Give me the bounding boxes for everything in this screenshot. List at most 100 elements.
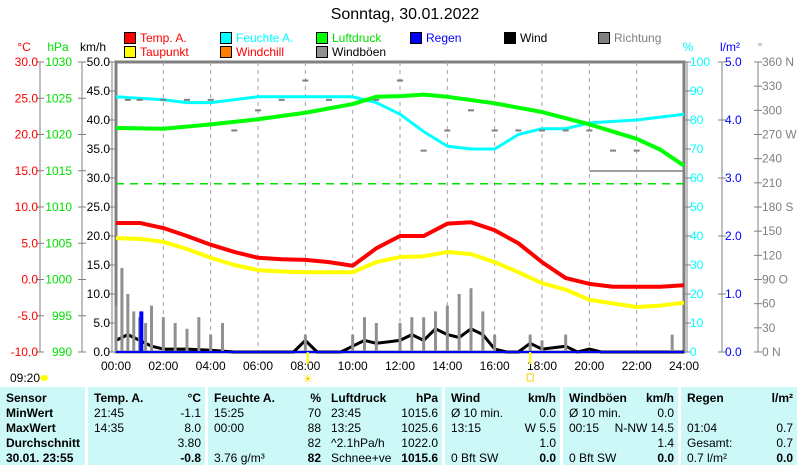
direction-tick-label: 210 (762, 176, 782, 190)
richtung-point (562, 129, 569, 132)
cell-value: 1025.6 (401, 421, 438, 435)
table-cell: 3.80 (94, 436, 201, 451)
direction-axis-unit: ° (758, 40, 763, 54)
feuchte-a--line (115, 95, 685, 151)
windb-en-bar (481, 311, 485, 352)
table-cell: Ø 10 min. 0.0 (451, 406, 556, 421)
legend-swatch-icon (220, 32, 232, 44)
cell-value: -1.1 (180, 406, 201, 420)
cell-label: 0 Bft SW (451, 451, 499, 465)
legend-label: Richtung (614, 31, 662, 45)
cell-value: 0.7 (776, 436, 793, 450)
table-cell: 21:45 -1.1 (94, 406, 201, 421)
cell-label: ^2.1hPa/h (331, 436, 385, 450)
richtung-point (491, 129, 498, 132)
sun-icon: ☀ (302, 372, 313, 386)
table-cell: Windböen km/h (569, 391, 674, 406)
pressure-tick-label: 1025 (45, 91, 72, 105)
legend-item: Wind (504, 31, 547, 45)
wind-tick-label: 30.0 (87, 171, 111, 185)
windb-en-bar (173, 323, 177, 352)
time-tick-label: 14:00 (432, 359, 462, 373)
cell-label: Schnee+ve (331, 451, 392, 465)
wind-tick-label: 40.0 (87, 113, 111, 127)
temp-tick-label: 15.0 (15, 164, 39, 178)
direction-tick-label: 0 N (762, 345, 781, 359)
table-cell (687, 406, 793, 421)
windb-en-bar (126, 294, 130, 352)
cell-label: Temp. A. (94, 391, 144, 405)
richtung-point (207, 98, 214, 101)
table-cell: 82 (214, 436, 321, 451)
page-title: Sonntag, 30.01.2022 (330, 6, 480, 23)
humidity-tick-label: 20 (690, 287, 704, 301)
cell-value: 0.7 (776, 421, 793, 435)
wind-tick-label: 50.0 (87, 55, 111, 69)
table-cell: 00:15 N-NW 14.5 (569, 421, 674, 436)
legend-swatch-icon (124, 32, 136, 44)
legend-item: Windböen (316, 45, 386, 59)
legend-swatch-icon (124, 46, 136, 58)
windb-en-bar (564, 334, 568, 352)
cell-label: Wind (451, 391, 481, 405)
pressure-tick-label: 1000 (45, 273, 72, 287)
rain-tick-label: 3.0 (725, 171, 742, 185)
windb-en-bar (197, 317, 201, 352)
wind-tick-label: 35.0 (87, 142, 111, 156)
richtung-point (124, 98, 131, 101)
time-tick-label: 06:00 (243, 359, 273, 373)
cell-label: 23:45 (331, 406, 362, 420)
cell-value: km/h (527, 391, 556, 405)
table-cell: 23:45 1015.6 (331, 406, 438, 421)
time-tick-label: 12:00 (385, 359, 415, 373)
legend-item: Taupunkt (124, 45, 189, 59)
table-cell: -0.8 (94, 451, 201, 465)
richtung-point (539, 129, 545, 132)
cell-value: % (310, 391, 321, 405)
cell-label: 13:25 (331, 421, 362, 435)
legend-label: Temp. A. (140, 31, 187, 45)
humidity-tick-label: 0 (690, 345, 697, 359)
table-cell: Sensor (6, 391, 81, 406)
temp-tick-label: -5.0 (17, 309, 38, 323)
cell-value: 88 (307, 421, 321, 435)
humidity-tick-label: 90 (690, 84, 704, 98)
richtung-point (231, 129, 238, 132)
cell-label: MinWert (6, 406, 54, 420)
richtung-point (515, 129, 522, 132)
cell-value: 0.0 (657, 451, 674, 465)
cell-value: 1015.6 (401, 451, 438, 465)
richtung-point (420, 149, 427, 152)
legend-swatch-icon (316, 46, 328, 58)
direction-tick-label: 90 O (762, 273, 788, 287)
legend-label: Regen (426, 31, 462, 45)
cell-value: l/m² (771, 391, 793, 405)
cell-label: 0 Bft SW (569, 451, 617, 465)
cell-label: 14:35 (94, 421, 125, 435)
richtung-point (278, 98, 285, 101)
table-cell: ^2.1hPa/h 1022.0 (331, 436, 438, 451)
cell-value: 0.0 (776, 451, 793, 465)
wind-tick-label: 0.0 (93, 345, 110, 359)
wind-tick-label: 5.0 (93, 316, 110, 330)
windb-en-bar (410, 317, 414, 352)
time-tick-label: 16:00 (480, 359, 510, 373)
taupunkt-line (115, 236, 685, 310)
cell-label: Ø 10 min. (451, 406, 504, 420)
wind-tick-label: 45.0 (87, 84, 111, 98)
richtung-point (444, 129, 451, 132)
table-column: Feuchte A.% 15:25 70 00:00 88 82 3.76 g/m³ 82 (208, 387, 325, 465)
windb-en-bar (303, 334, 307, 352)
windb-en-bar (221, 323, 224, 352)
cell-value: 82 (307, 451, 321, 465)
temp-axis-unit: °C (17, 40, 31, 54)
cell-label: Windböen (569, 391, 627, 405)
windb-en-bar (161, 317, 165, 352)
cell-value: 70 (307, 406, 321, 420)
humidity-tick-label: 80 (690, 113, 704, 127)
table-column: Temp. A. °C 21:45 -1.1 14:35 8.0 3.80 -0.8 (88, 387, 205, 465)
table-cell: 14:35 8.0 (94, 421, 201, 436)
windb-en-bar (528, 334, 532, 352)
table-cell: Feuchte A.% (214, 391, 321, 406)
